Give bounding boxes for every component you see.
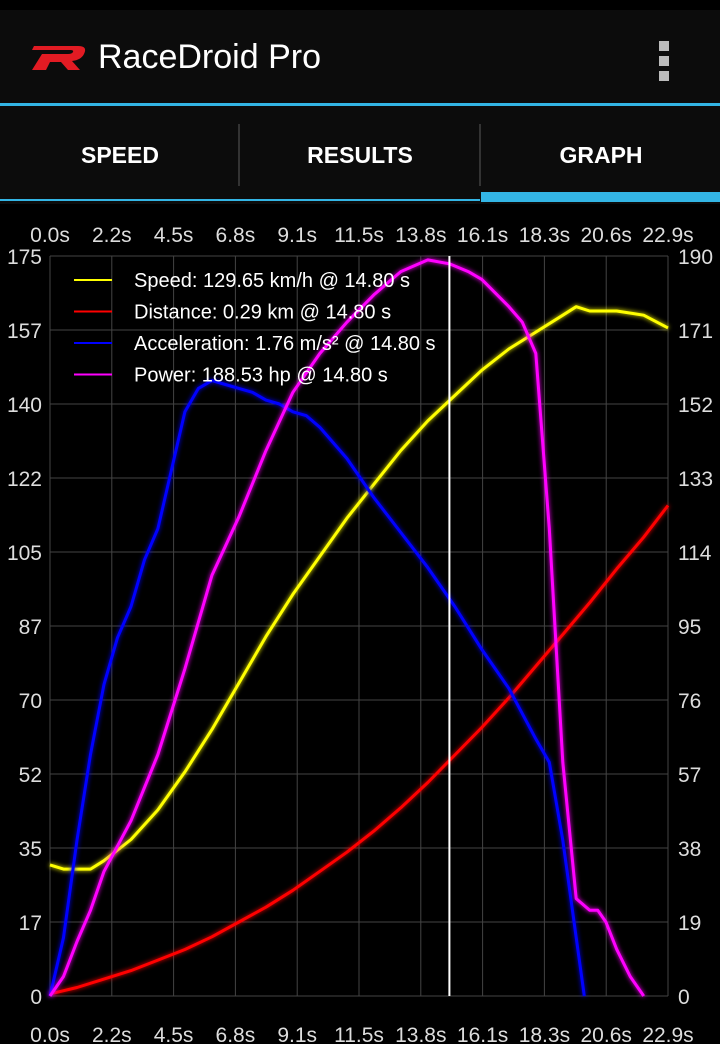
x-tick-label-top: 0.0s <box>30 224 70 247</box>
y-left-tick-label: 17 <box>19 912 42 935</box>
x-tick-label-bottom: 16.1s <box>457 1024 508 1044</box>
legend-entry: Speed: 129.65 km/h @ 14.80 s <box>134 270 410 292</box>
x-tick-label-bottom: 9.1s <box>277 1024 317 1044</box>
status-bar <box>0 0 720 10</box>
series-line-0 <box>49 305 669 871</box>
tab-results[interactable]: RESULTS <box>240 106 480 204</box>
x-tick-label-bottom: 13.8s <box>395 1024 446 1044</box>
y-right-tick-label: 0 <box>678 986 690 1009</box>
x-tick-label-bottom: 22.9s <box>642 1024 693 1044</box>
y-right-tick-label: 171 <box>678 320 713 343</box>
x-tick-label-top: 13.8s <box>395 224 446 247</box>
grid <box>49 255 669 997</box>
x-tick-label-top: 18.3s <box>519 224 570 247</box>
x-tick-label-bottom: 20.6s <box>581 1024 632 1044</box>
y-right-tick-label: 190 <box>678 246 713 269</box>
x-tick-label-bottom: 4.5s <box>154 1024 194 1044</box>
x-tick-label-top: 16.1s <box>457 224 508 247</box>
x-tick-label-top: 22.9s <box>642 224 693 247</box>
tab-results-label: RESULTS <box>307 141 413 168</box>
y-left-tick-label: 175 <box>7 246 42 269</box>
legend-entry: Power: 188.53 hp @ 14.80 s <box>134 365 388 387</box>
tab-speed[interactable]: SPEED <box>0 106 240 204</box>
tab-bar: SPEED RESULTS GRAPH <box>0 106 720 204</box>
series-line-1 <box>49 504 670 996</box>
performance-graph[interactable]: 0.0s 0.0s 2.2s 2.2s 4.5s 4.5s 6.8s 6.8s 9.1s 9.1s… <box>0 206 720 1044</box>
y-left-tick-label: 52 <box>19 764 42 787</box>
racedroid-r-logo-icon <box>32 46 86 70</box>
x-tick-label-top: 11.5s <box>334 224 384 247</box>
x-tick-label-top: 4.5s <box>154 224 194 247</box>
y-left-tick-label: 105 <box>7 542 42 565</box>
x-tick-label-bottom: 6.8s <box>216 1024 256 1044</box>
action-bar-divider <box>0 103 720 106</box>
app-title: RaceDroid Pro <box>98 38 321 76</box>
overflow-menu-icon[interactable] <box>652 38 676 82</box>
y-left-tick-label: 87 <box>19 616 42 639</box>
y-right-tick-label: 114 <box>678 542 712 565</box>
y-left-tick-label: 35 <box>19 838 42 861</box>
y-right-tick-label: 133 <box>678 468 713 491</box>
y-left-tick-label: 140 <box>7 394 42 417</box>
legend-entry: Distance: 0.29 km @ 14.80 s <box>134 302 391 324</box>
x-tick-label-bottom: 0.0s <box>30 1024 70 1044</box>
action-bar: RaceDroid Pro <box>0 10 720 103</box>
x-tick-label-bottom: 18.3s <box>519 1024 570 1044</box>
tab-graph-label: GRAPH <box>559 141 643 168</box>
y-right-tick-label: 38 <box>678 838 701 861</box>
x-tick-label-bottom: 2.2s <box>92 1024 132 1044</box>
legend: Speed: 129.65 km/h @ 14.80 s Distance: 0.… <box>74 270 436 387</box>
tick-labels: 0.0s 0.0s 2.2s 2.2s 4.5s 4.5s 6.8s 6.8s 9.1s 9.1s… <box>7 224 713 1044</box>
tab-speed-label: SPEED <box>81 141 159 168</box>
y-left-tick-label: 70 <box>19 690 42 713</box>
y-left-tick-label: 0 <box>30 986 42 1009</box>
x-tick-label-top: 6.8s <box>216 224 256 247</box>
y-left-tick-label: 157 <box>7 320 42 343</box>
x-tick-label-top: 2.2s <box>92 224 132 247</box>
y-right-tick-label: 152 <box>678 394 713 417</box>
y-left-tick-label: 122 <box>7 468 42 491</box>
tab-divider <box>238 124 240 186</box>
tab-divider <box>479 124 481 186</box>
series-line-3 <box>48 258 645 997</box>
y-right-tick-label: 57 <box>678 764 701 787</box>
series-line-2 <box>48 379 586 997</box>
series-lines <box>48 258 670 997</box>
y-right-tick-label: 19 <box>678 912 701 935</box>
y-right-tick-label: 95 <box>678 616 701 639</box>
x-tick-label-bottom: 11.5s <box>334 1024 384 1044</box>
y-right-tick-label: 76 <box>678 690 701 713</box>
x-tick-label-top: 20.6s <box>581 224 632 247</box>
x-tick-label-top: 9.1s <box>277 224 317 247</box>
tab-graph[interactable]: GRAPH <box>481 106 720 204</box>
legend-entry: Acceleration: 1.76 m/s² @ 14.80 s <box>134 333 436 355</box>
